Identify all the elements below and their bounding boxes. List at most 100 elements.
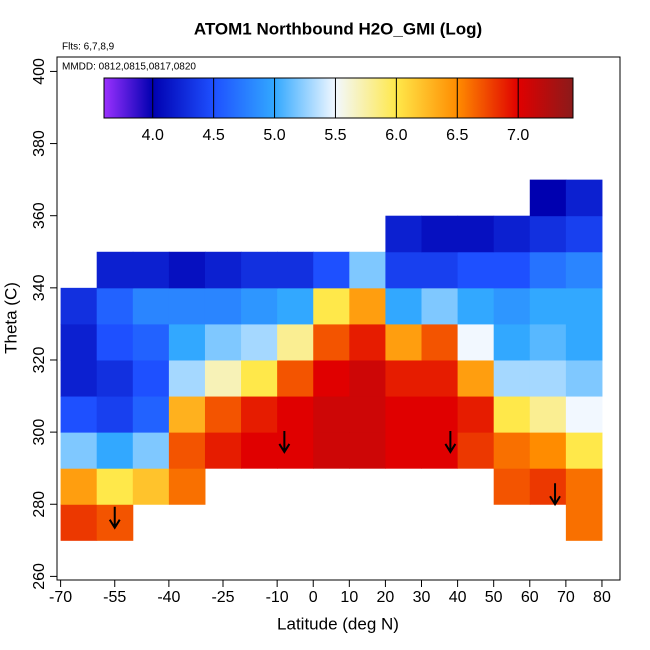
colorbar-tick-label: 7.0 bbox=[507, 127, 529, 144]
heat-cell bbox=[529, 251, 567, 289]
heat-cell bbox=[493, 468, 531, 505]
arrow bbox=[549, 483, 561, 507]
colorbar-tick-label: 6.5 bbox=[446, 127, 468, 144]
heat-cell bbox=[529, 468, 567, 505]
colorbar bbox=[103, 77, 574, 119]
heat-cell bbox=[493, 287, 531, 325]
heat-cell bbox=[313, 323, 350, 361]
x-tick-label: 50 bbox=[485, 589, 503, 606]
y-tick-label: 300 bbox=[31, 419, 48, 446]
heat-cell bbox=[565, 468, 603, 505]
y-tick-label: 260 bbox=[31, 563, 48, 590]
heat-cell bbox=[565, 179, 603, 217]
heat-cell bbox=[277, 251, 314, 289]
heat-cell bbox=[349, 432, 386, 469]
heat-cell bbox=[493, 359, 531, 397]
heat-cell bbox=[132, 396, 170, 433]
x-tick-label: 30 bbox=[413, 589, 431, 606]
heat-cell bbox=[421, 359, 459, 397]
heat-cell bbox=[241, 251, 278, 289]
heat-cell bbox=[132, 251, 170, 289]
x-tick-label: -10 bbox=[266, 589, 289, 606]
heat-cell bbox=[313, 287, 350, 325]
heat-cell bbox=[457, 432, 495, 469]
heat-cell bbox=[241, 396, 278, 433]
heat-cell bbox=[457, 396, 495, 433]
heat-cell bbox=[385, 432, 423, 469]
heat-cell bbox=[565, 359, 603, 397]
heat-cell bbox=[277, 396, 314, 433]
heat-cell bbox=[132, 359, 170, 397]
heat-cell bbox=[277, 323, 314, 361]
heat-cell bbox=[493, 323, 531, 361]
heat-cell bbox=[96, 287, 134, 325]
heat-cell bbox=[529, 432, 567, 469]
colorbar-tick-label: 5.0 bbox=[263, 127, 285, 144]
heat-cell bbox=[204, 251, 242, 289]
x-tick-label: 80 bbox=[593, 589, 611, 606]
y-tick-label: 360 bbox=[31, 202, 48, 229]
heat-cell bbox=[168, 251, 206, 289]
heat-cell bbox=[60, 432, 98, 469]
heat-cell bbox=[60, 287, 98, 325]
heat-cell bbox=[204, 287, 242, 325]
heat-cell bbox=[385, 323, 423, 361]
x-tick-label: 10 bbox=[340, 589, 358, 606]
x-tick-label: -25 bbox=[211, 589, 234, 606]
heat-cell bbox=[565, 287, 603, 325]
heat-cell bbox=[168, 287, 206, 325]
heat-cell bbox=[313, 396, 350, 433]
x-tick-label: 0 bbox=[309, 589, 318, 606]
x-tick-label: -40 bbox=[157, 589, 180, 606]
x-tick-label: 60 bbox=[521, 589, 539, 606]
y-axis-label: Theta (C) bbox=[1, 282, 20, 354]
heat-cell bbox=[421, 215, 459, 253]
heat-cell bbox=[168, 323, 206, 361]
heat-cell bbox=[60, 468, 98, 505]
heat-cell bbox=[565, 215, 603, 253]
x-tick-label: 40 bbox=[449, 589, 467, 606]
heat-cell bbox=[565, 396, 603, 433]
colorbar-tick-label: 6.0 bbox=[385, 127, 407, 144]
heat-cell bbox=[204, 323, 242, 361]
colorbar-tick-label: 4.0 bbox=[142, 127, 164, 144]
heat-cell bbox=[421, 432, 459, 469]
heat-cell bbox=[493, 251, 531, 289]
heat-cell bbox=[565, 251, 603, 289]
heat-cell bbox=[565, 432, 603, 469]
heat-cell bbox=[565, 323, 603, 361]
heat-cell bbox=[96, 323, 134, 361]
chart-title: ATOM1 Northbound H2O_GMI (Log) bbox=[194, 19, 482, 38]
plot-frame bbox=[56, 56, 621, 581]
heat-cell bbox=[241, 432, 278, 469]
heat-cell bbox=[457, 251, 495, 289]
heat-cell bbox=[96, 359, 134, 397]
heat-cell bbox=[457, 287, 495, 325]
y-tick-label: 340 bbox=[31, 274, 48, 301]
heat-cell bbox=[529, 179, 567, 217]
heat-cell bbox=[565, 504, 603, 541]
heat-cell bbox=[421, 396, 459, 433]
subtitle: Flts: 6,7,8,9 bbox=[62, 42, 115, 53]
heat-cell bbox=[313, 432, 350, 469]
heat-cell bbox=[457, 323, 495, 361]
heat-cell bbox=[385, 359, 423, 397]
heat-cell bbox=[529, 323, 567, 361]
annotation: MMDD: 0812,0815,0817,0820 bbox=[62, 62, 196, 73]
heat-cell bbox=[529, 287, 567, 325]
heat-cell bbox=[529, 396, 567, 433]
heat-cell bbox=[457, 215, 495, 253]
heat-cell bbox=[241, 287, 278, 325]
heat-cell bbox=[60, 504, 98, 541]
heat-cell bbox=[277, 359, 314, 397]
x-tick-label: -55 bbox=[103, 589, 126, 606]
x-tick-label: 20 bbox=[377, 589, 395, 606]
heat-cell bbox=[168, 359, 206, 397]
heat-cell bbox=[96, 432, 134, 469]
heat-cell bbox=[60, 396, 98, 433]
heat-cell bbox=[241, 359, 278, 397]
heat-cell bbox=[96, 251, 134, 289]
y-tick-label: 320 bbox=[31, 347, 48, 374]
heat-cell bbox=[349, 287, 386, 325]
